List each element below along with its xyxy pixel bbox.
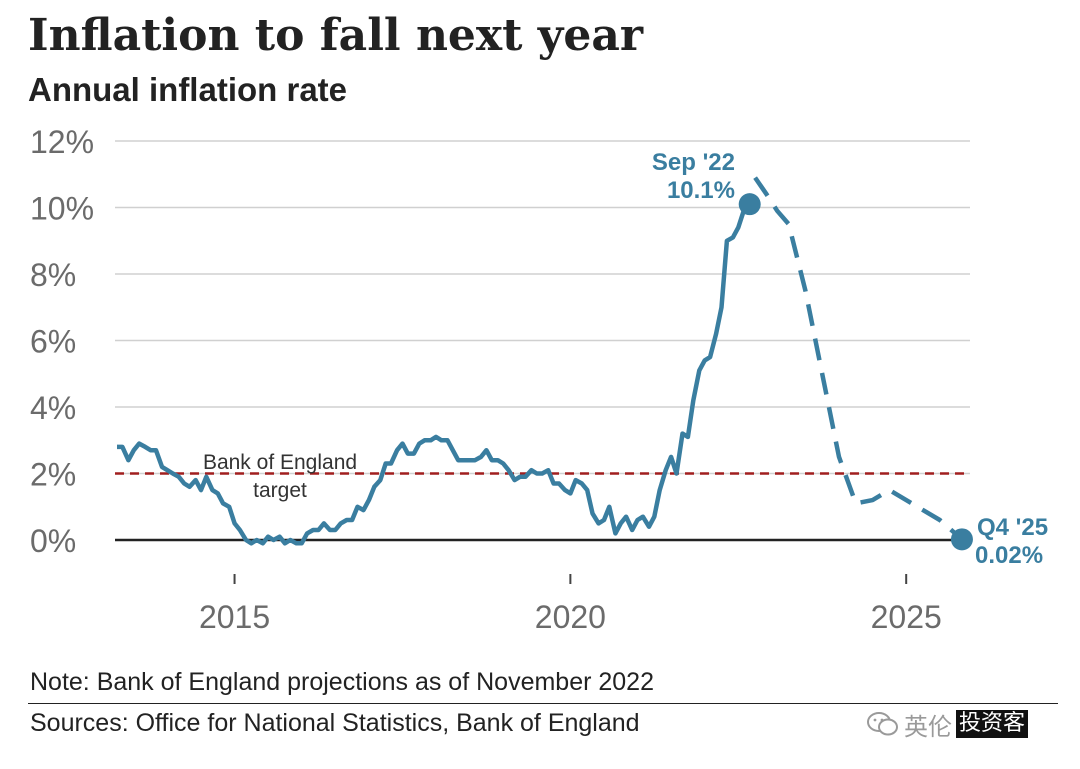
y-tick-label: 2% bbox=[30, 457, 76, 493]
y-tick-label: 12% bbox=[30, 124, 94, 160]
page-title: Inflation to fall next year bbox=[28, 10, 644, 61]
watermark-boxed-text: 投资客 bbox=[956, 710, 1029, 738]
target-label: Bank of England bbox=[203, 451, 357, 474]
inflation-line-chart: 0% 2% 4% 6% 8% 10% 12% 2015 2020 2025 Bank of Eng… bbox=[30, 124, 1048, 635]
chart-source: Sources: Office for National Statistics,… bbox=[30, 709, 640, 737]
actual-inflation-line bbox=[117, 202, 752, 546]
chart-note: Note: Bank of England projections as of … bbox=[30, 668, 654, 696]
projection-annotation-label: Q4 '25 bbox=[977, 514, 1048, 541]
y-tick-label: 8% bbox=[30, 257, 76, 293]
x-tick-label: 2025 bbox=[871, 599, 942, 635]
footer-divider bbox=[28, 703, 1058, 704]
projection-annotation-value: 0.02% bbox=[975, 542, 1043, 569]
y-tick-label: 10% bbox=[30, 191, 94, 227]
watermark-text: 英伦 bbox=[904, 712, 952, 741]
projection-marker bbox=[950, 528, 973, 551]
peak-marker bbox=[738, 193, 761, 216]
y-tick-label: 6% bbox=[30, 324, 76, 360]
peak-annotation-label: Sep '22 bbox=[652, 149, 735, 176]
projection-line bbox=[753, 176, 964, 541]
y-tick-label: 4% bbox=[30, 390, 76, 426]
wechat-icon bbox=[867, 712, 898, 736]
x-tick-label: 2020 bbox=[535, 599, 606, 635]
y-tick-label: 0% bbox=[30, 523, 76, 559]
watermark: 英伦 投资客 bbox=[866, 708, 1029, 741]
target-label-line2: target bbox=[253, 479, 307, 502]
chart-subtitle: Annual inflation rate bbox=[28, 71, 348, 108]
peak-annotation-value: 10.1% bbox=[667, 177, 735, 204]
x-tick-label: 2015 bbox=[199, 599, 270, 635]
